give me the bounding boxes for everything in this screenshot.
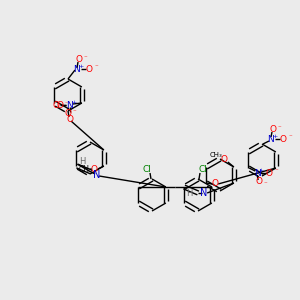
Text: +: + — [71, 100, 76, 104]
Text: ⁻: ⁻ — [64, 103, 67, 107]
Text: ⁻: ⁻ — [73, 109, 77, 115]
Text: +: + — [259, 167, 264, 172]
Text: +: + — [78, 64, 84, 68]
Text: O: O — [56, 100, 63, 109]
Text: ⁻: ⁻ — [277, 125, 281, 131]
Text: CH₃: CH₃ — [79, 166, 93, 175]
Text: N: N — [200, 188, 208, 198]
Text: +: + — [272, 134, 278, 139]
Text: Cl: Cl — [142, 164, 152, 173]
Text: ⁻: ⁻ — [94, 64, 98, 70]
Text: N: N — [94, 170, 101, 180]
Text: N: N — [74, 64, 80, 74]
Text: O: O — [90, 166, 98, 175]
Text: O: O — [266, 169, 273, 178]
Text: O: O — [67, 116, 73, 124]
Text: N: N — [254, 169, 260, 178]
Text: CH₃: CH₃ — [209, 152, 222, 158]
Text: O: O — [212, 179, 219, 188]
Text: O: O — [64, 110, 71, 118]
Text: O: O — [76, 56, 82, 64]
Text: O: O — [256, 178, 262, 187]
Text: ⁻: ⁻ — [263, 181, 267, 187]
Text: O: O — [85, 64, 92, 74]
Text: N: N — [67, 100, 73, 109]
Text: O: O — [220, 155, 227, 164]
Text: H: H — [186, 188, 192, 197]
Text: O: O — [269, 125, 277, 134]
Text: ⁻: ⁻ — [83, 55, 87, 61]
Text: ⁻: ⁻ — [288, 134, 292, 140]
Text: H: H — [79, 157, 85, 166]
Text: O: O — [52, 100, 59, 109]
Text: N: N — [268, 134, 274, 143]
Text: ⁻: ⁻ — [274, 168, 278, 174]
Text: O: O — [280, 134, 286, 143]
Text: Cl: Cl — [199, 164, 207, 173]
